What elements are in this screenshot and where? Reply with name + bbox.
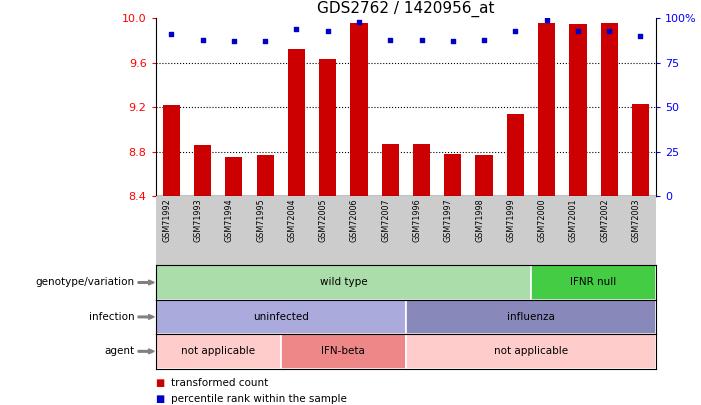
Point bbox=[635, 33, 646, 39]
Point bbox=[510, 28, 521, 34]
Point bbox=[229, 38, 240, 45]
Text: not applicable: not applicable bbox=[181, 346, 255, 356]
Text: GSM71995: GSM71995 bbox=[256, 198, 265, 242]
Text: GSM71998: GSM71998 bbox=[475, 198, 484, 242]
Bar bbox=[225, 158, 243, 196]
Point bbox=[165, 31, 177, 38]
Text: GSM72007: GSM72007 bbox=[381, 198, 390, 242]
Bar bbox=[319, 60, 336, 196]
Bar bbox=[281, 334, 406, 369]
Bar bbox=[601, 23, 618, 196]
Text: IFNR null: IFNR null bbox=[571, 277, 617, 288]
Bar bbox=[156, 334, 281, 369]
Text: GSM71996: GSM71996 bbox=[412, 198, 421, 242]
Text: ■: ■ bbox=[156, 378, 165, 388]
Text: IFN-beta: IFN-beta bbox=[321, 346, 365, 356]
Text: infection: infection bbox=[89, 312, 135, 322]
Bar bbox=[475, 155, 493, 196]
Text: GSM72001: GSM72001 bbox=[569, 198, 578, 242]
Bar bbox=[406, 334, 656, 369]
Text: GSM71992: GSM71992 bbox=[162, 198, 171, 242]
Text: GSM72002: GSM72002 bbox=[600, 198, 609, 242]
Bar bbox=[257, 155, 273, 196]
Bar bbox=[381, 144, 399, 196]
Bar bbox=[413, 144, 430, 196]
Bar bbox=[350, 23, 367, 196]
Point bbox=[416, 36, 427, 43]
Bar bbox=[531, 265, 656, 300]
Text: percentile rank within the sample: percentile rank within the sample bbox=[171, 394, 347, 404]
Point bbox=[322, 28, 333, 34]
Point bbox=[259, 38, 271, 45]
Text: agent: agent bbox=[104, 346, 135, 356]
Text: transformed count: transformed count bbox=[171, 378, 268, 388]
Bar bbox=[194, 145, 211, 196]
Text: GSM72005: GSM72005 bbox=[319, 198, 327, 242]
Text: wild type: wild type bbox=[320, 277, 367, 288]
Point bbox=[572, 28, 583, 34]
Point bbox=[197, 36, 208, 43]
Text: GSM72006: GSM72006 bbox=[350, 198, 359, 242]
Bar bbox=[444, 154, 461, 196]
Point bbox=[479, 36, 490, 43]
Bar bbox=[156, 300, 406, 334]
Text: influenza: influenza bbox=[507, 312, 555, 322]
Bar bbox=[569, 24, 587, 196]
Point bbox=[353, 19, 365, 25]
Point bbox=[604, 28, 615, 34]
Bar bbox=[156, 265, 531, 300]
Text: ■: ■ bbox=[156, 394, 165, 404]
Text: GSM72003: GSM72003 bbox=[632, 198, 641, 242]
Text: GSM71994: GSM71994 bbox=[225, 198, 234, 242]
Point bbox=[447, 38, 458, 45]
Text: GSM71999: GSM71999 bbox=[506, 198, 515, 242]
Bar bbox=[632, 104, 649, 196]
Text: genotype/variation: genotype/variation bbox=[36, 277, 135, 288]
Point bbox=[385, 36, 396, 43]
Text: GSM72000: GSM72000 bbox=[538, 198, 547, 242]
Point bbox=[291, 26, 302, 32]
Bar bbox=[406, 300, 656, 334]
Text: GSM71997: GSM71997 bbox=[444, 198, 453, 242]
Text: GSM71993: GSM71993 bbox=[193, 198, 203, 242]
Text: GSM72004: GSM72004 bbox=[287, 198, 297, 242]
Bar bbox=[538, 23, 555, 196]
Bar bbox=[163, 105, 180, 196]
Bar bbox=[288, 49, 305, 196]
Title: GDS2762 / 1420956_at: GDS2762 / 1420956_at bbox=[317, 1, 495, 17]
Point bbox=[541, 17, 552, 23]
Text: uninfected: uninfected bbox=[253, 312, 308, 322]
Text: not applicable: not applicable bbox=[494, 346, 568, 356]
Bar bbox=[507, 114, 524, 196]
